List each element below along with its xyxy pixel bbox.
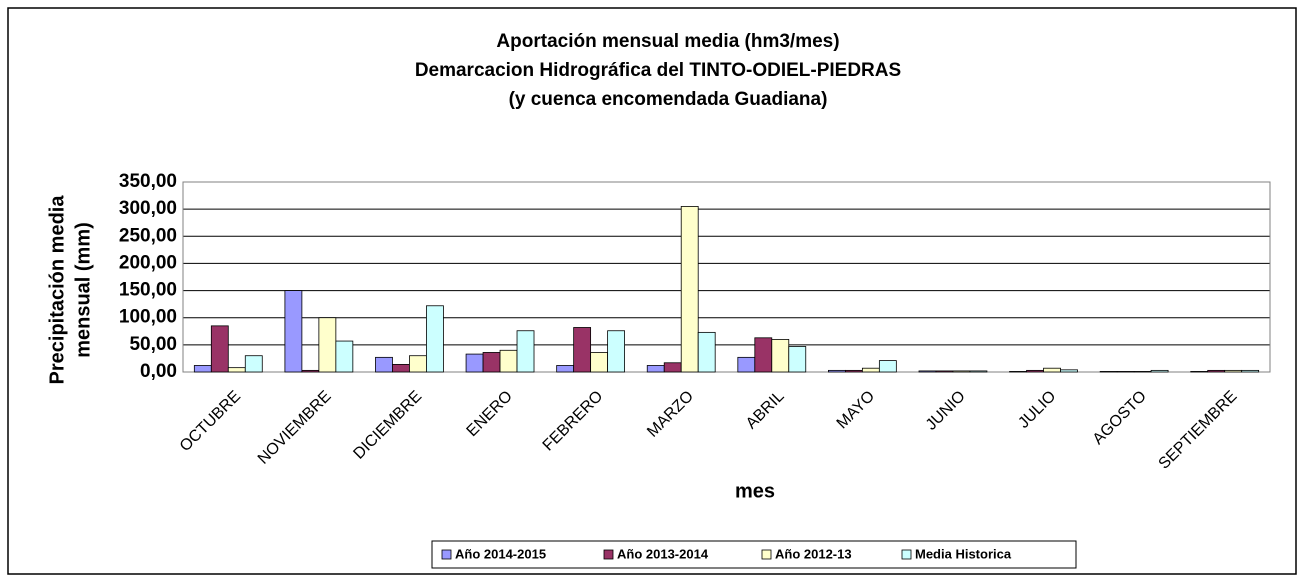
chart-title: (y cuenca encomendada Guadiana) (509, 89, 828, 110)
legend-label: Año 2012-13 (775, 546, 852, 561)
bar (1241, 369, 1260, 373)
bar (590, 352, 609, 373)
y-tick-label: 300,00 (119, 198, 177, 219)
bar (227, 367, 246, 373)
bar (1043, 367, 1061, 373)
y-tick-label: 350,00 (119, 171, 177, 192)
bar (918, 370, 937, 373)
legend-label: Año 2013-2014 (617, 546, 709, 561)
chart-title: Demarcacion Hidrográfica del TINTO-ODIEL… (415, 60, 901, 81)
bar (556, 365, 575, 373)
bar (1224, 369, 1243, 373)
bar (646, 365, 665, 373)
bar (1116, 371, 1135, 373)
bar (193, 365, 212, 373)
legend-label: Año 2014-2015 (455, 546, 546, 561)
bar (828, 369, 846, 373)
y-tick-label: 100,00 (119, 307, 177, 328)
bar (1150, 369, 1169, 373)
y-axis-label: mensual (mm) (72, 222, 94, 358)
legend-swatch (441, 549, 452, 560)
bar (754, 337, 773, 373)
bar (392, 363, 410, 373)
bar (284, 290, 303, 373)
legend-frame (431, 540, 1077, 569)
bar (499, 349, 518, 373)
bar (861, 367, 880, 373)
y-tick-label: 150,00 (119, 280, 177, 301)
bar (1009, 371, 1027, 373)
plot-area (182, 181, 1271, 373)
bar (1099, 371, 1118, 373)
y-tick-label: 250,00 (119, 225, 177, 246)
bar (210, 325, 229, 373)
bar (1026, 369, 1044, 373)
legend-label: Media Historica (915, 546, 1012, 561)
bar (1133, 371, 1152, 373)
bar (426, 305, 444, 373)
x-axis-label: mes (735, 480, 775, 502)
bar (788, 346, 807, 373)
y-tick-label: 200,00 (119, 252, 177, 273)
bar (465, 353, 484, 373)
bar (969, 370, 988, 373)
bar (573, 327, 592, 373)
bar (737, 356, 756, 373)
chart-title: Aportación mensual media (hm3/mes) (496, 31, 839, 52)
bar (482, 352, 501, 373)
bar (952, 370, 971, 373)
bar (301, 369, 320, 373)
bar (1207, 369, 1226, 373)
bar (375, 356, 393, 373)
bar (878, 360, 897, 373)
bar (844, 369, 863, 373)
bar (935, 370, 954, 373)
bar (516, 330, 535, 373)
legend-swatch (761, 549, 772, 560)
y-axis-label: Precipitación media (46, 195, 68, 385)
y-tick-label: 0,00 (140, 361, 177, 382)
bar (244, 355, 263, 373)
bar (409, 355, 427, 373)
bar (335, 340, 354, 373)
legend-swatch (603, 549, 614, 560)
bar (680, 206, 699, 373)
bar (771, 339, 790, 373)
bar (607, 330, 625, 373)
y-tick-label: 50,00 (129, 334, 177, 355)
bar (697, 331, 716, 373)
legend-swatch (901, 549, 912, 560)
bar (318, 317, 337, 373)
bar (1060, 369, 1078, 373)
bar (1190, 371, 1209, 373)
bar (663, 362, 682, 373)
